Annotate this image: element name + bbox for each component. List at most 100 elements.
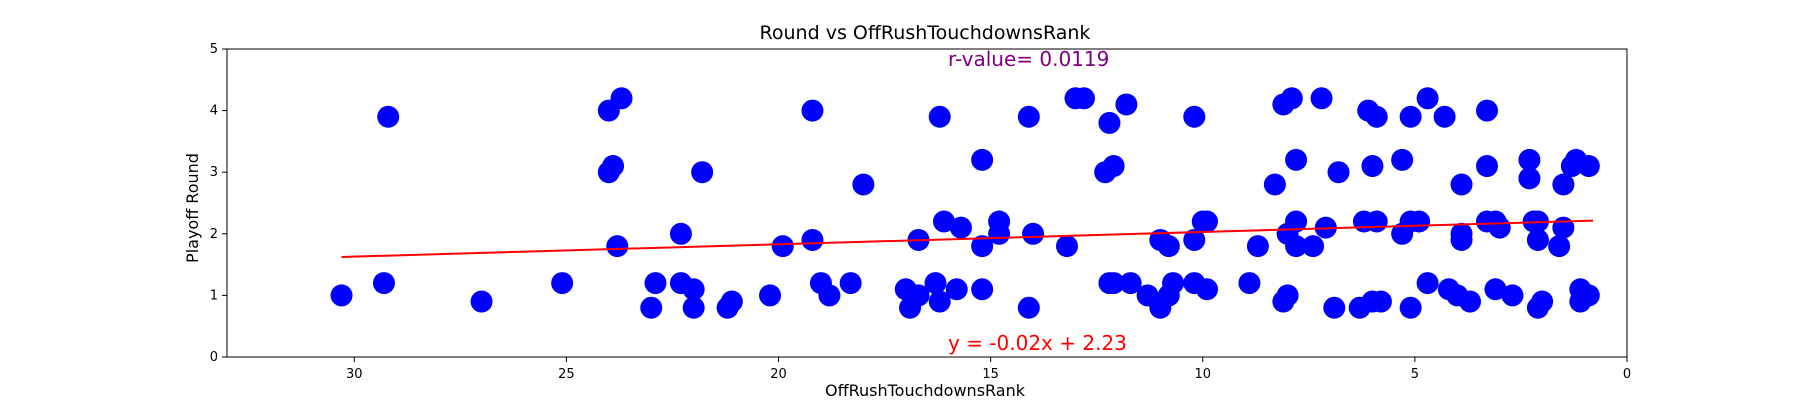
data-point — [610, 87, 633, 110]
x-axis-label: OffRushTouchdownsRank — [825, 381, 1026, 400]
data-point — [1552, 173, 1575, 196]
x-tick-label: 5 — [1411, 367, 1419, 382]
data-point — [1327, 161, 1350, 184]
data-point — [945, 278, 968, 301]
data-point — [1488, 216, 1511, 239]
y-tick-label: 4 — [210, 104, 218, 119]
data-point — [682, 278, 705, 301]
plot-frame — [226, 48, 1628, 358]
data-point — [1399, 296, 1422, 319]
data-point — [907, 284, 930, 307]
data-point — [1196, 278, 1218, 301]
data-point — [669, 222, 692, 245]
data-point — [839, 272, 862, 295]
data-point — [949, 216, 972, 239]
data-point — [1162, 272, 1185, 295]
data-point — [1416, 87, 1439, 110]
data-point — [1098, 111, 1121, 134]
y-axis-label: Playoff Round — [183, 153, 202, 263]
data-point — [1365, 105, 1388, 128]
data-point — [1476, 99, 1498, 122]
data-point — [551, 272, 574, 295]
data-point — [720, 290, 743, 313]
y-tick-label: 5 — [210, 42, 218, 57]
data-point — [1416, 272, 1439, 295]
x-axis-ticks: 30 25 20 15 10 5 0 — [346, 357, 1631, 382]
data-point — [1102, 272, 1125, 295]
regression-line — [341, 219, 1594, 258]
data-point — [1476, 155, 1498, 178]
data-point — [971, 235, 994, 258]
data-point — [1391, 148, 1414, 171]
data-point — [1369, 290, 1392, 313]
data-point — [1450, 228, 1473, 251]
data-point — [801, 99, 824, 122]
data-point — [372, 272, 395, 295]
data-point — [852, 173, 875, 196]
data-point — [1518, 148, 1541, 171]
data-point — [602, 155, 625, 178]
data-point — [606, 235, 629, 258]
data-point — [1459, 290, 1482, 313]
data-point — [1518, 167, 1541, 190]
data-point — [1577, 284, 1600, 307]
y-tick-label: 2 — [210, 227, 218, 242]
data-point — [1285, 210, 1308, 233]
data-point — [1450, 173, 1473, 196]
data-point — [1022, 222, 1045, 245]
data-point — [1280, 87, 1303, 110]
data-points — [330, 87, 1600, 319]
r-value-annotation: r-value= 0.0119 — [948, 47, 1109, 71]
data-point — [928, 105, 951, 128]
x-tick-label: 15 — [982, 367, 999, 382]
regression-equation-annotation: y = -0.02x + 2.23 — [948, 331, 1127, 355]
x-tick-label: 0 — [1623, 367, 1631, 382]
data-point — [1365, 210, 1388, 233]
data-point — [682, 296, 705, 319]
data-point — [1548, 235, 1571, 258]
data-point — [644, 272, 667, 295]
data-point — [1263, 173, 1286, 196]
x-tick-label: 30 — [346, 367, 363, 382]
data-point — [1238, 272, 1261, 295]
data-point — [759, 284, 782, 307]
x-tick-label: 25 — [558, 367, 575, 382]
data-point — [1285, 235, 1308, 258]
data-point — [1285, 148, 1308, 171]
data-point — [1323, 296, 1346, 319]
data-point — [377, 105, 400, 128]
data-point — [1017, 105, 1040, 128]
data-point — [691, 161, 714, 184]
data-point — [470, 290, 493, 313]
data-point — [1183, 228, 1206, 251]
data-point — [801, 228, 824, 251]
data-point — [1276, 284, 1299, 307]
data-point — [988, 210, 1011, 233]
x-tick-label: 10 — [1194, 367, 1211, 382]
x-tick-label: 20 — [770, 367, 787, 382]
data-point — [1302, 235, 1325, 258]
data-point — [924, 272, 947, 295]
data-point — [1246, 235, 1269, 258]
data-point — [1361, 155, 1384, 178]
data-point — [1577, 155, 1600, 178]
y-tick-label: 1 — [210, 288, 218, 303]
data-point — [1017, 296, 1040, 319]
data-point — [330, 284, 353, 307]
data-point — [771, 235, 794, 258]
data-point — [971, 278, 994, 301]
data-point — [932, 210, 955, 233]
data-point — [1501, 284, 1524, 307]
data-point — [1102, 155, 1125, 178]
data-point — [640, 296, 663, 319]
data-point — [1183, 105, 1206, 128]
data-point — [1433, 105, 1456, 128]
data-point — [1399, 105, 1422, 128]
y-axis-ticks: 0 1 2 3 4 5 — [210, 42, 227, 365]
data-point — [1115, 93, 1138, 116]
data-point — [1552, 216, 1575, 239]
data-point — [971, 148, 994, 171]
